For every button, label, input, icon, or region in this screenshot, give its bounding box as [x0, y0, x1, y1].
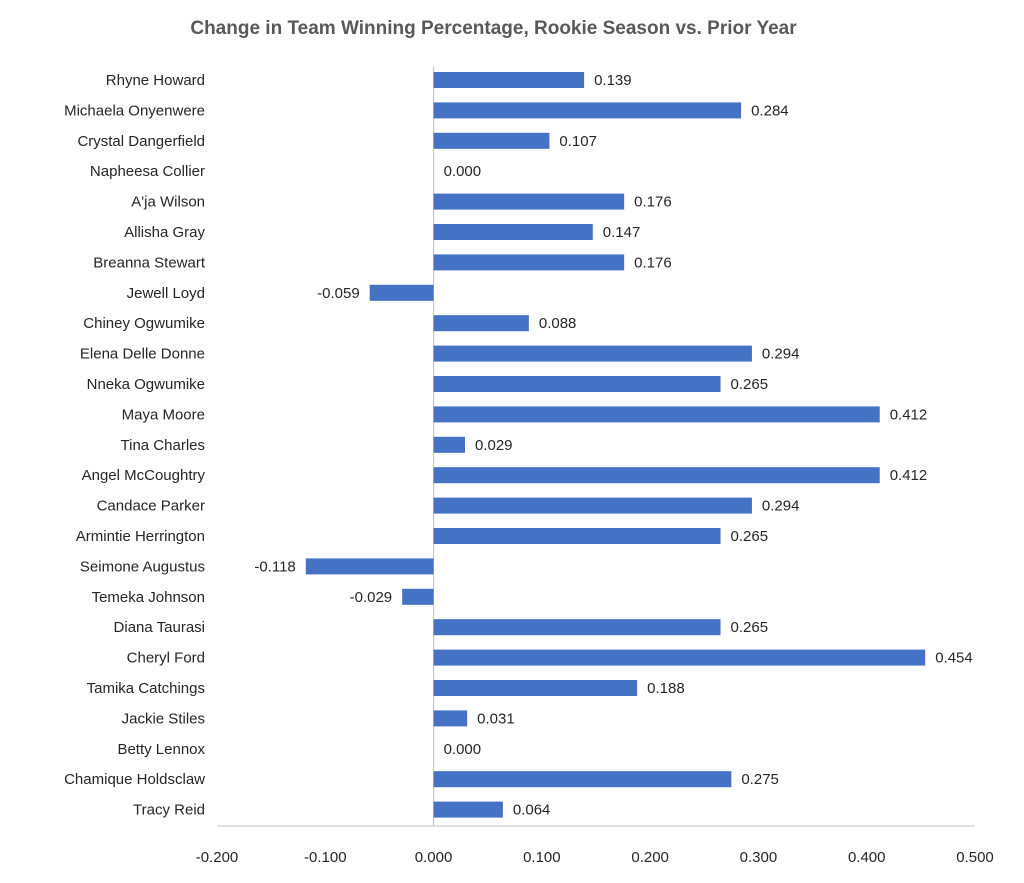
bar [433, 406, 880, 423]
data-label: 0.294 [762, 498, 800, 515]
category-label: Jewell Loyd [127, 285, 205, 302]
data-label: -0.029 [350, 589, 393, 606]
category-label: Rhyne Howard [106, 72, 205, 89]
bar [433, 649, 926, 666]
data-label: 0.265 [731, 619, 769, 636]
x-tick-label: 0.300 [740, 849, 778, 866]
x-tick-label: 0.500 [956, 849, 994, 866]
bar [433, 72, 585, 88]
data-label: 0.294 [762, 346, 800, 363]
bar [433, 315, 529, 332]
category-label: Angel McCoughtry [82, 467, 206, 484]
bar [433, 345, 752, 362]
bar [433, 497, 752, 514]
bar [433, 102, 742, 119]
bar [433, 132, 550, 149]
data-label: 0.265 [731, 528, 769, 545]
category-label: Maya Moore [122, 406, 205, 423]
chart-title: Change in Team Winning Percentage, Rooki… [190, 18, 797, 39]
bar [433, 224, 593, 240]
category-label: Armintie Herrington [76, 528, 205, 545]
data-label: 0.031 [477, 710, 515, 727]
category-label: Jackie Stiles [122, 710, 205, 727]
bar [433, 771, 732, 788]
category-label: Seimone Augustus [80, 558, 205, 575]
bar [433, 193, 625, 210]
bar [433, 467, 880, 484]
bar [433, 436, 465, 453]
data-label: 0.454 [935, 650, 973, 667]
data-label: 0.029 [475, 437, 513, 454]
x-tick-label: 0.200 [631, 849, 669, 866]
x-tick-label: 0.100 [523, 849, 561, 866]
x-tick-label: -0.100 [304, 849, 347, 866]
category-label: Allisha Gray [124, 224, 205, 241]
data-label: 0.265 [731, 376, 769, 393]
category-label: Candace Parker [97, 498, 205, 515]
data-label: 0.088 [539, 315, 577, 332]
data-label: 0.284 [751, 102, 789, 119]
bar [433, 528, 721, 544]
data-label: 0.000 [444, 741, 482, 758]
data-label: -0.059 [317, 285, 360, 302]
category-label: Cheryl Ford [127, 650, 205, 667]
data-label: -0.118 [254, 558, 295, 575]
category-label: A'ja Wilson [131, 194, 205, 211]
bar [433, 254, 625, 271]
bar [305, 558, 434, 575]
x-tick-label: 0.000 [415, 849, 453, 866]
data-label: 0.275 [741, 771, 779, 788]
category-label: Nneka Ogwumike [87, 376, 205, 393]
data-label: 0.176 [634, 194, 672, 211]
bar [433, 619, 721, 636]
bar [433, 376, 721, 392]
category-label: Chiney Ogwumike [83, 315, 205, 332]
data-label: 0.176 [634, 254, 672, 271]
bar [433, 801, 503, 818]
category-label: Elena Delle Donne [80, 346, 205, 363]
category-label: Napheesa Collier [90, 163, 205, 180]
bar [433, 680, 638, 696]
category-label: Crystal Dangerfield [77, 133, 205, 150]
bar [433, 710, 468, 727]
category-label: Betty Lennox [117, 741, 205, 758]
category-label: Diana Taurasi [114, 619, 205, 636]
category-label: Tracy Reid [133, 802, 205, 819]
data-label: 0.000 [444, 163, 482, 180]
category-label: Tamika Catchings [87, 680, 205, 697]
data-label: 0.188 [647, 680, 685, 697]
category-label: Chamique Holdsclaw [64, 771, 205, 788]
category-label: Tina Charles [121, 437, 205, 454]
data-label: 0.412 [890, 406, 928, 423]
data-label: 0.147 [603, 224, 641, 241]
category-label: Michaela Onyenwere [64, 102, 205, 119]
x-tick-label: 0.400 [848, 849, 886, 866]
data-label: 0.412 [890, 467, 928, 484]
bar [402, 588, 434, 605]
category-label: Breanna Stewart [93, 254, 206, 271]
data-label: 0.064 [513, 802, 551, 819]
x-tick-label: -0.200 [196, 849, 239, 866]
data-label: 0.107 [559, 133, 597, 150]
data-label: 0.139 [594, 72, 632, 89]
category-label: Temeka Johnson [92, 589, 205, 606]
bar [369, 284, 434, 301]
